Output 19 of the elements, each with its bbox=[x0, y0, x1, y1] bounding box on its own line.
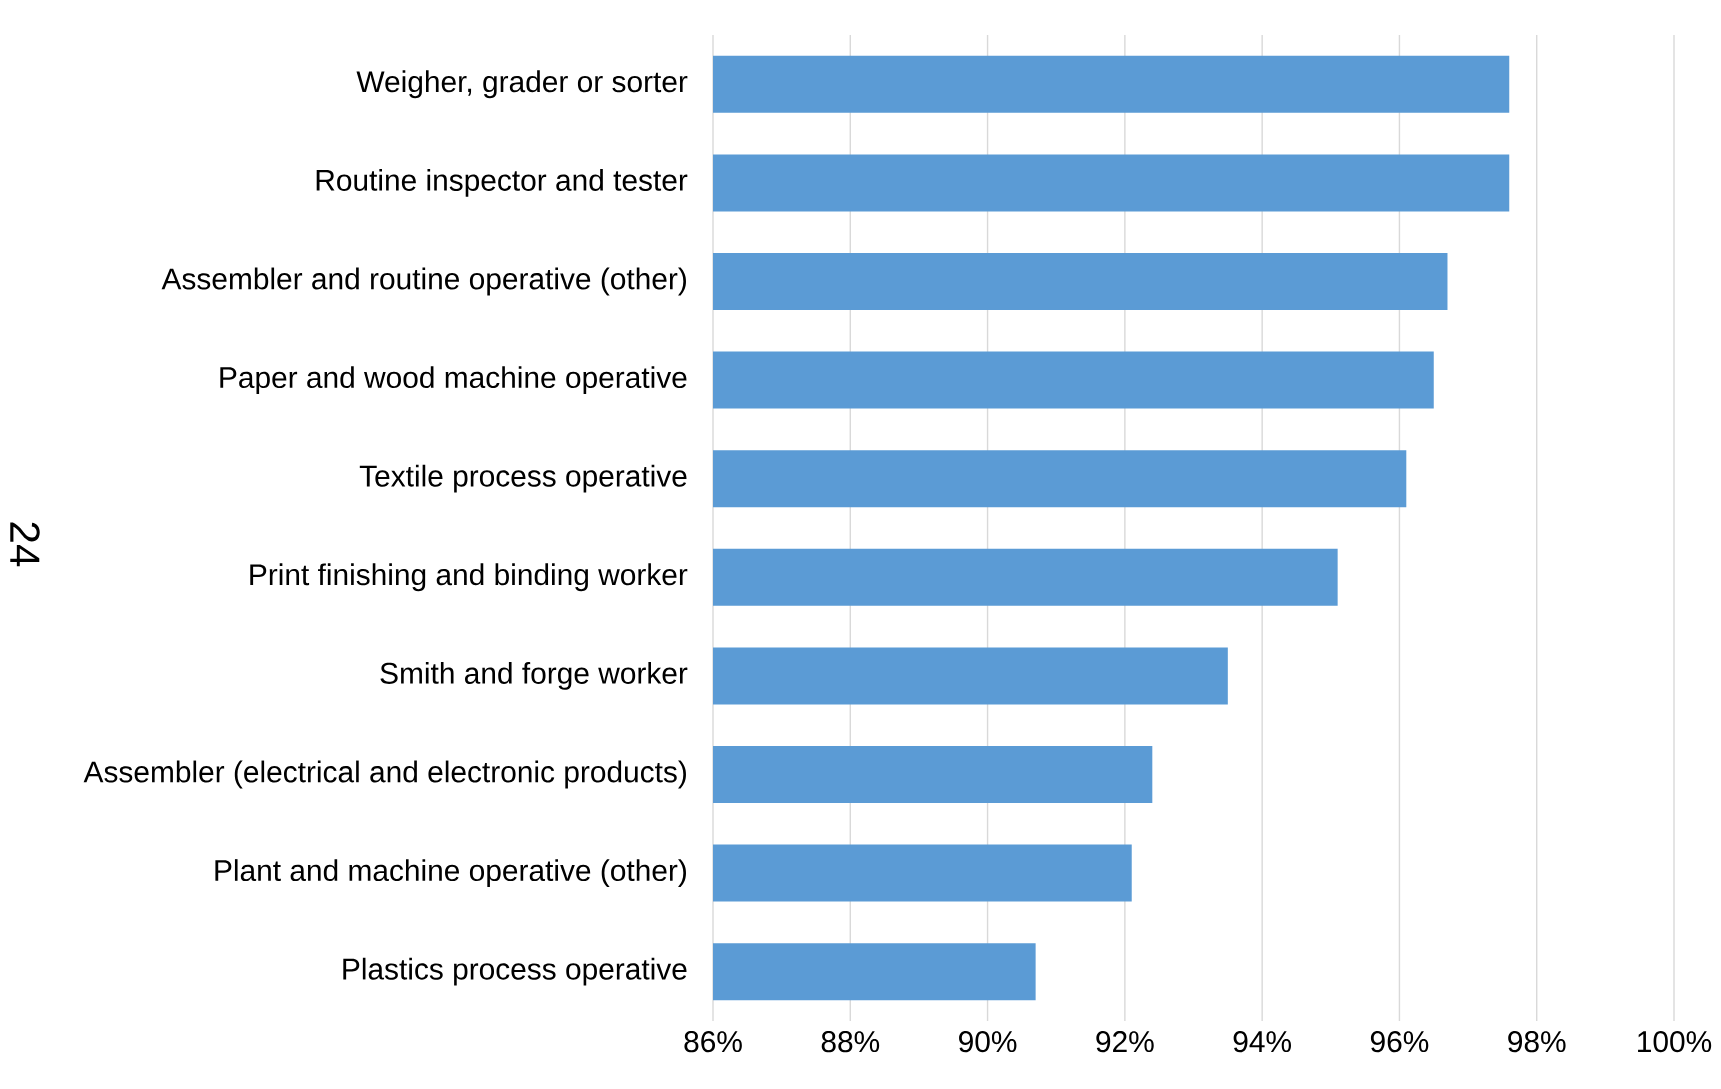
y-tick-label: Assembler (electrical and electronic products) bbox=[83, 760, 686, 789]
x-tick-label: 92% bbox=[1096, 1031, 1154, 1053]
y-tick-label: Textile process operative bbox=[359, 464, 687, 493]
y-tick-label: Weigher, grader or sorter bbox=[356, 70, 688, 99]
x-tick-label: 90% bbox=[959, 1031, 1017, 1053]
x-tick-label: 86% bbox=[684, 1031, 742, 1053]
y-tick-label: Plant and machine operative (other) bbox=[215, 859, 686, 887]
y-tick-label: Routine inspector and tester bbox=[316, 168, 688, 197]
y-tick-label: Paper and wood machine operative bbox=[220, 366, 687, 394]
y-tick-label: Plastics process operative bbox=[343, 957, 687, 986]
y-tick-label: Print finishing and binding worker bbox=[250, 563, 688, 592]
y-tick-label: Smith and forge worker bbox=[380, 661, 688, 690]
y-tick-label: Assembler and routine operative (other) bbox=[161, 267, 686, 296]
x-tick-label: 94% bbox=[1233, 1031, 1291, 1053]
x-tick-label: 100% bbox=[1638, 1031, 1712, 1053]
x-tick-label: 88% bbox=[821, 1031, 880, 1053]
x-tick-label: 96% bbox=[1370, 1031, 1429, 1053]
x-tick-label: 98% bbox=[1508, 1031, 1566, 1053]
text: 24 bbox=[10, 522, 40, 567]
